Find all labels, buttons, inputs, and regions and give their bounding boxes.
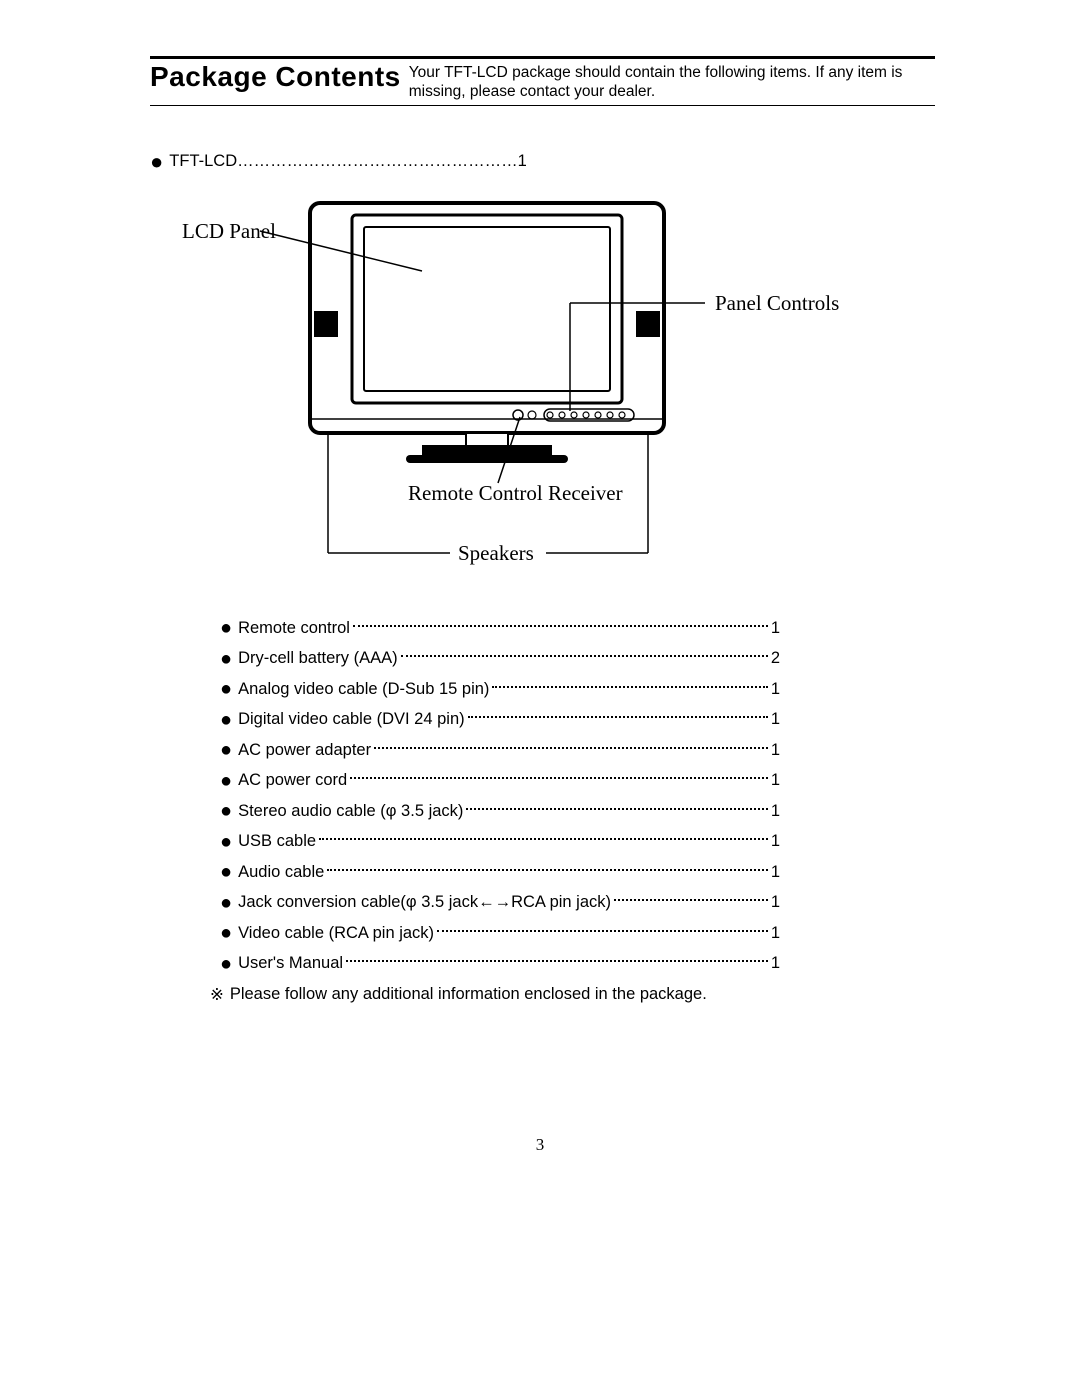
item-qty: 1 (771, 735, 780, 766)
item-qty: 1 (771, 857, 780, 888)
item-dots (614, 899, 768, 901)
label-speakers: Speakers (458, 541, 534, 566)
list-item: ● Remote control 1 (220, 613, 780, 644)
item-label: Stereo audio cable (φ 3.5 jack) (238, 796, 463, 827)
list-item: ● Dry-cell battery (AAA) 2 (220, 643, 780, 674)
item-qty: 1 (771, 613, 780, 644)
item-qty: 1 (771, 704, 780, 735)
bullet-icon: ● (220, 832, 232, 852)
bullet-icon: ● (220, 649, 232, 669)
item-label: AC power adapter (238, 735, 371, 766)
item-qty: 1 (771, 918, 780, 949)
list-item: ● AC power cord 1 (220, 765, 780, 796)
list-item: ● USB cable 1 (220, 826, 780, 857)
list-item: ● AC power adapter 1 (220, 735, 780, 766)
list-item: ● Jack conversion cable(φ 3.5 jack←→RCA p… (220, 887, 780, 918)
header: Package Contents Your TFT-LCD package sh… (150, 61, 935, 106)
item-qty: 2 (771, 643, 780, 674)
list-item: ● Digital video cable (DVI 24 pin) 1 (220, 704, 780, 735)
item-label: Video cable (RCA pin jack) (238, 918, 434, 949)
item-label: AC power cord (238, 765, 347, 796)
list-item: ● Video cable (RCA pin jack) 1 (220, 918, 780, 949)
bullet-icon: ● (220, 893, 232, 913)
item-qty: 1 (771, 887, 780, 918)
item-qty: 1 (771, 796, 780, 827)
page-number: 3 (0, 1135, 1080, 1155)
bullet-icon: ● (220, 618, 232, 638)
item-dots (468, 716, 768, 718)
item-label: Analog video cable (D-Sub 15 pin) (238, 674, 489, 705)
item-label: USB cable (238, 826, 316, 857)
item-label: User's Manual (238, 948, 343, 979)
list-item: ● Analog video cable (D-Sub 15 pin) 1 (220, 674, 780, 705)
item-dots (466, 808, 767, 810)
item-dots (350, 777, 768, 779)
list-item: ● User's Manual 1 (220, 948, 780, 979)
bullet-icon: ● (220, 923, 232, 943)
item-dots (437, 930, 768, 932)
item-dots (319, 838, 768, 840)
monitor-diagram: LCD Panel Panel Controls Remote Control … (150, 183, 940, 593)
item-qty: 1 (771, 948, 780, 979)
list-item: ● Audio cable 1 (220, 857, 780, 888)
list-item: ● Stereo audio cable (φ 3.5 jack) 1 (220, 796, 780, 827)
bullet-icon: ● (220, 862, 232, 882)
first-item-row: ● TFT-LCD …………………………………………… 1 (150, 151, 935, 173)
item-qty: 1 (771, 765, 780, 796)
item-dots (401, 655, 768, 657)
item-dots (374, 747, 768, 749)
bullet-icon: ● (150, 151, 163, 173)
item-label: Jack conversion cable(φ 3.5 jack←→RCA pi… (238, 887, 611, 918)
item-label: Dry-cell battery (AAA) (238, 643, 398, 674)
note: ※ Please follow any additional informati… (210, 985, 935, 1005)
item-dots (346, 960, 768, 962)
page-subtitle: Your TFT-LCD package should contain the … (409, 61, 935, 102)
item-qty: 1 (771, 674, 780, 705)
item-qty: 1 (771, 826, 780, 857)
note-text: Please follow any additional information… (230, 985, 707, 1005)
bullet-icon: ● (220, 771, 232, 791)
bullet-icon: ● (220, 710, 232, 730)
item-label: Audio cable (238, 857, 324, 888)
item-dots (353, 625, 768, 627)
item-dots (327, 869, 767, 871)
first-item-qty: 1 (518, 152, 527, 171)
note-mark-icon: ※ (210, 985, 224, 1005)
item-label: Digital video cable (DVI 24 pin) (238, 704, 465, 735)
bullet-icon: ● (220, 740, 232, 760)
bullet-icon: ● (220, 801, 232, 821)
bullet-icon: ● (220, 954, 232, 974)
first-item-dots: …………………………………………… (237, 152, 518, 171)
contents-list: ● Remote control 1 ● Dry-cell battery (AAA)… (220, 613, 780, 979)
page-title: Package Contents (150, 61, 401, 93)
bullet-icon: ● (220, 679, 232, 699)
first-item-label: TFT-LCD (169, 152, 237, 171)
label-lcd-panel: LCD Panel (182, 219, 276, 244)
item-dots (492, 686, 767, 688)
label-remote-receiver: Remote Control Receiver (408, 481, 623, 506)
item-label: Remote control (238, 613, 350, 644)
label-panel-controls: Panel Controls (715, 291, 839, 316)
